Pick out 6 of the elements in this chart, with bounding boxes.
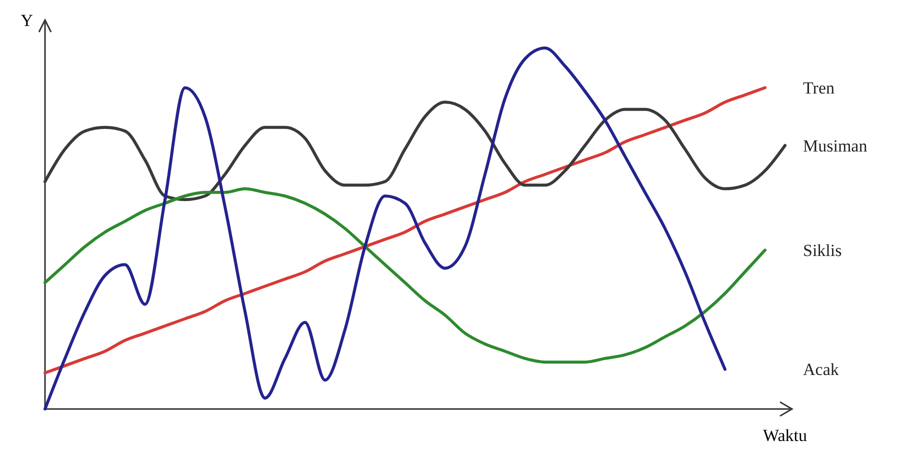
series-label: Musiman	[803, 136, 868, 156]
text: Acak	[803, 360, 840, 380]
x-axis-title: Waktu	[763, 426, 808, 445]
y-axis-title: Y	[20, 11, 33, 30]
text: Tren	[803, 78, 835, 98]
text: Siklis	[803, 241, 842, 260]
